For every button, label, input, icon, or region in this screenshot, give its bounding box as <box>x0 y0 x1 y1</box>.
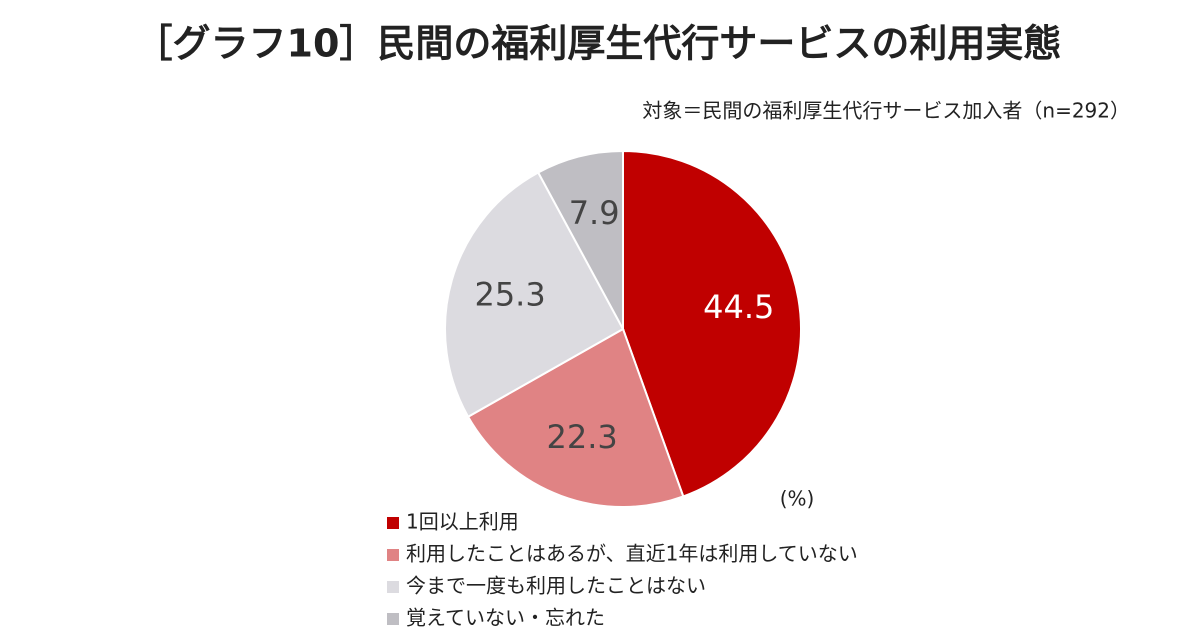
legend-label: 1回以上利用 <box>406 510 519 534</box>
pie-slice <box>444 171 625 419</box>
pie-slice <box>536 149 624 330</box>
value-label: 25.3 <box>474 276 545 314</box>
legend-label: 利用したことはあるが、直近1年は利用していない <box>406 542 858 566</box>
value-label: 44.5 <box>703 288 774 326</box>
pie-slice <box>622 149 802 498</box>
legend-label: 覚えていない・忘れた <box>406 606 605 630</box>
legend-marker <box>387 613 399 625</box>
chart-subtitle: 対象＝民間の福利厚生代行サービス加入者（n=292） <box>642 99 1130 123</box>
pie-slice <box>466 327 685 508</box>
unit-label: (%) <box>780 487 815 511</box>
legend-label: 今まで一度も利用したことはない <box>406 574 706 598</box>
chart-title: ［グラフ10］民間の福利厚生代行サービスの利用実態 <box>135 22 1062 66</box>
legend-marker <box>387 581 399 593</box>
legend-marker <box>387 549 399 561</box>
value-label: 22.3 <box>547 418 618 456</box>
legend-marker <box>387 517 399 529</box>
value-label: 7.9 <box>569 194 620 232</box>
